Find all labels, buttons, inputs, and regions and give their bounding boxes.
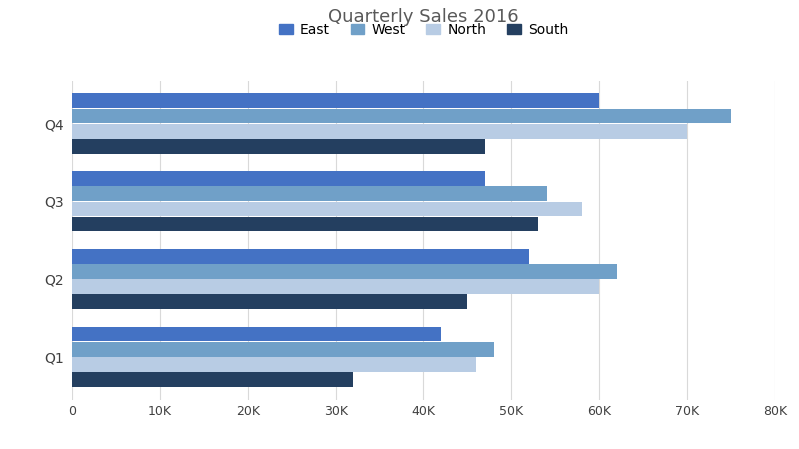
Bar: [72, 264, 617, 279]
Bar: [72, 342, 494, 357]
Bar: [72, 93, 599, 108]
Bar: [72, 295, 467, 309]
Bar: [72, 217, 538, 232]
Bar: [72, 372, 353, 387]
Title: Quarterly Sales 2016: Quarterly Sales 2016: [328, 9, 519, 26]
Bar: [72, 202, 582, 216]
Bar: [72, 171, 485, 186]
Bar: [72, 249, 529, 264]
Bar: [72, 357, 476, 372]
Bar: [72, 327, 441, 342]
Bar: [72, 279, 599, 294]
Bar: [72, 186, 547, 201]
Bar: [72, 124, 687, 139]
Legend: East, West, North, South: East, West, North, South: [273, 18, 574, 43]
Bar: [72, 109, 731, 123]
Bar: [72, 139, 485, 154]
